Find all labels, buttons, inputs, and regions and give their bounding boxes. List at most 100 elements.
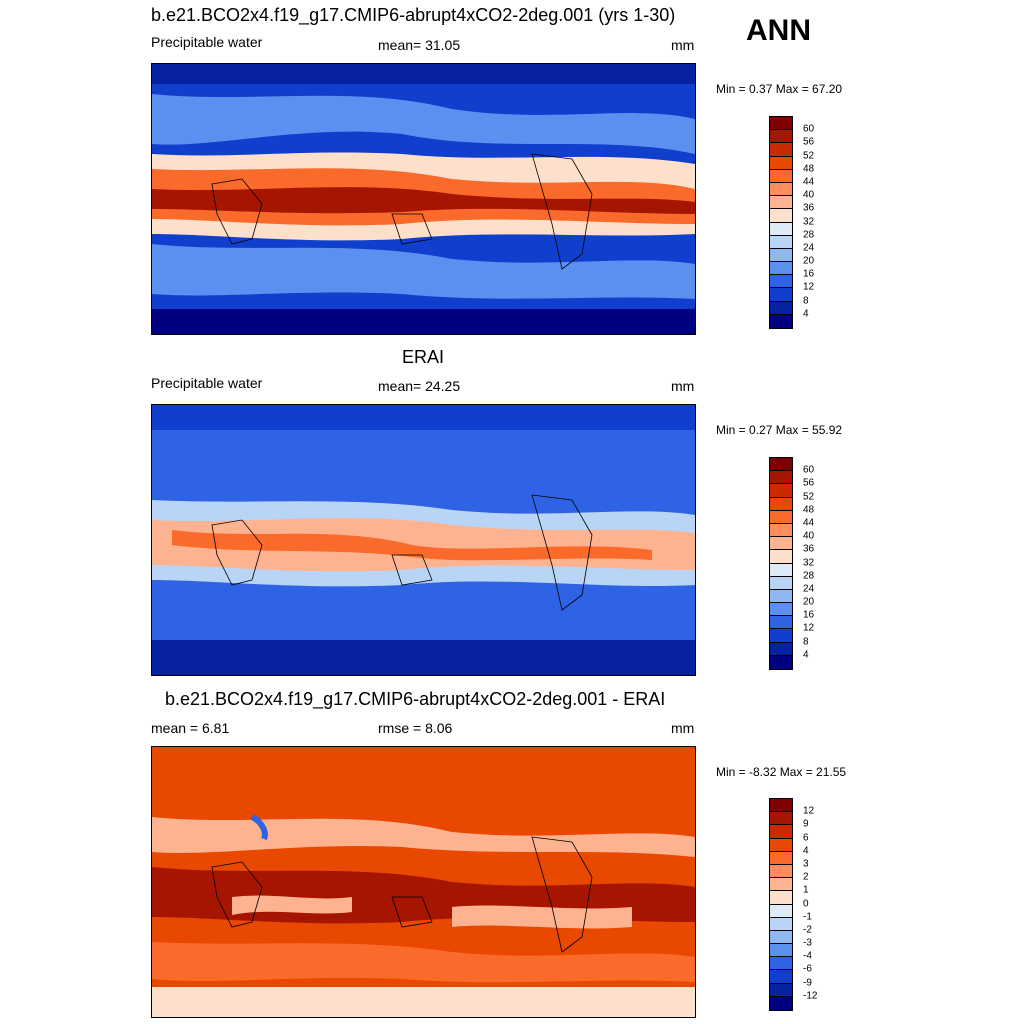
colorbar-segment [770, 169, 792, 183]
colorbar-tick-label: 8 [803, 636, 809, 648]
panel-2-minmax: Min = 0.27 Max = 55.92 [716, 423, 843, 437]
colorbar-tick-label: 4 [803, 845, 809, 857]
colorbar-tick-label: 56 [803, 477, 815, 489]
colorbar-tick-label: -9 [803, 977, 812, 989]
colorbar-tick-label: 52 [803, 150, 815, 162]
colorbar-segment [770, 262, 792, 276]
colorbar-segment [770, 458, 792, 472]
colorbar-tick-label: 48 [803, 504, 815, 516]
colorbar-segment [770, 996, 792, 1010]
colorbar-tick-label: 3 [803, 858, 809, 870]
colorbar-tick-label: 0 [803, 898, 809, 909]
colorbar-segment [770, 891, 792, 905]
colorbar-tick-label: 20 [803, 255, 815, 267]
panel-1-colorbar [769, 116, 793, 329]
colorbar-tick-label: 2 [803, 871, 809, 883]
colorbar-segment [770, 917, 792, 931]
panel-2-units-label: mm [671, 378, 695, 394]
colorbar-segment [770, 629, 792, 643]
colorbar-segment [770, 130, 792, 144]
colorbar-tick-label: 44 [803, 176, 815, 188]
colorbar-segment [770, 576, 792, 590]
colorbar-tick-label: 44 [803, 517, 815, 529]
panel-1-map [151, 63, 696, 335]
colorbar-segment [770, 510, 792, 524]
colorbar-segment [770, 825, 792, 839]
colorbar-tick-label: 12 [803, 281, 815, 293]
colorbar-segment [770, 222, 792, 236]
colorbar-segment [770, 550, 792, 564]
colorbar-segment [770, 616, 792, 630]
colorbar-tick-label: 28 [803, 229, 815, 241]
colorbar-segment [770, 983, 792, 997]
colorbar-segment [770, 878, 792, 892]
colorbar-segment [770, 471, 792, 485]
colorbar-segment [770, 209, 792, 223]
panel-3-title: b.e21.BCO2x4.f19_g17.CMIP6-abrupt4xCO2-2… [165, 689, 666, 709]
colorbar-segment [770, 957, 792, 971]
colorbar-tick-label: 40 [803, 189, 815, 201]
colorbar-tick-label: 36 [803, 543, 815, 555]
colorbar-tick-label: -2 [803, 924, 812, 936]
colorbar-segment [770, 970, 792, 984]
colorbar-segment [770, 117, 792, 131]
panel-2-mean-label: mean= 24.25 [378, 378, 461, 394]
colorbar-segment [770, 523, 792, 538]
colorbar-tick-label: -3 [803, 937, 812, 949]
colorbar-tick-label: 4 [803, 308, 809, 320]
colorbar-segment [770, 930, 792, 945]
panel-1-variable-label: Precipitable water [151, 34, 263, 50]
colorbar-segment [770, 904, 792, 918]
colorbar-segment [770, 563, 792, 577]
colorbar-segment [770, 603, 792, 617]
colorbar-tick-label: -1 [803, 911, 812, 923]
colorbar-tick-label: 60 [803, 464, 815, 476]
colorbar-segment [770, 589, 792, 604]
colorbar-tick-label: 32 [803, 216, 815, 227]
colorbar-segment [770, 851, 792, 865]
colorbar-segment [770, 235, 792, 249]
panel-2-colorbar [769, 457, 793, 670]
panel-1-mean-label: mean= 31.05 [378, 37, 461, 53]
colorbar-tick-label: 8 [803, 295, 809, 307]
panel-1-minmax: Min = 0.37 Max = 67.20 [716, 82, 843, 96]
colorbar-segment [770, 537, 792, 551]
colorbar-tick-label: -12 [803, 990, 818, 1002]
colorbar-segment [770, 642, 792, 656]
colorbar-segment [770, 143, 792, 157]
colorbar-tick-label: 12 [803, 622, 815, 634]
colorbar-segment [770, 864, 792, 879]
colorbar-tick-label: 24 [803, 242, 815, 254]
colorbar-tick-label: 16 [803, 609, 815, 621]
colorbar-tick-label: 32 [803, 557, 815, 568]
colorbar-tick-label: 4 [803, 649, 809, 661]
panel-2-variable-label: Precipitable water [151, 375, 263, 391]
panel-3-minmax: Min = -8.32 Max = 21.55 [716, 765, 847, 779]
colorbar-segment [770, 314, 792, 328]
colorbar-segment [770, 182, 792, 197]
colorbar-tick-label: 9 [803, 818, 809, 830]
colorbar-tick-label: 24 [803, 583, 815, 595]
colorbar-tick-label: 48 [803, 163, 815, 175]
colorbar-tick-label: 12 [803, 805, 815, 817]
panel-3-colorbar [769, 798, 793, 1011]
colorbar-segment [770, 288, 792, 302]
colorbar-tick-label: 56 [803, 136, 815, 148]
colorbar-tick-label: 28 [803, 570, 815, 582]
colorbar-tick-label: 60 [803, 123, 815, 135]
colorbar-segment [770, 196, 792, 210]
colorbar-segment [770, 497, 792, 511]
colorbar-tick-label: 20 [803, 596, 815, 608]
colorbar-segment [770, 655, 792, 669]
season-label: ANN [746, 14, 811, 47]
colorbar-tick-label: 36 [803, 202, 815, 214]
colorbar-tick-label: -4 [803, 950, 812, 962]
colorbar-segment [770, 156, 792, 170]
colorbar-segment [770, 275, 792, 289]
colorbar-tick-label: 52 [803, 491, 815, 503]
colorbar-tick-label: 16 [803, 268, 815, 280]
colorbar-tick-label: -6 [803, 963, 812, 975]
colorbar-tick-label: 40 [803, 530, 815, 542]
colorbar-segment [770, 838, 792, 852]
panel-3-mean-label: mean = 6.81 [151, 720, 230, 736]
